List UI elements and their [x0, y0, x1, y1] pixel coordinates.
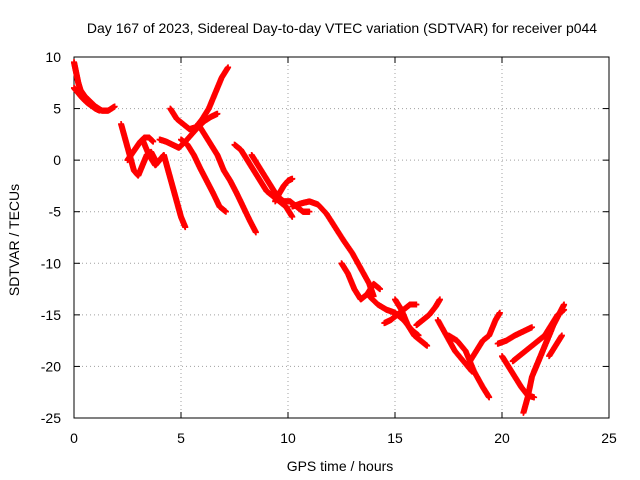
x-tick-label: 5 — [177, 430, 185, 446]
data-point — [377, 286, 384, 293]
plot-frame — [73, 56, 610, 419]
data-point — [222, 208, 229, 215]
series-arc-5 — [139, 136, 189, 231]
series-arc-9 — [195, 121, 259, 236]
series-arc-11 — [248, 151, 313, 215]
y-tick-label: -15 — [41, 307, 61, 323]
y-tick-label: 0 — [53, 152, 61, 168]
y-tick-label: -5 — [49, 204, 62, 220]
data-point — [486, 394, 493, 401]
data-point — [150, 138, 157, 145]
series-arc-12 — [272, 175, 296, 205]
x-tick-label: 10 — [280, 430, 296, 446]
x-tick-label: 0 — [70, 430, 78, 446]
y-axis-label: SDTVAR / TECUs — [6, 184, 22, 296]
y-tick-labels: -25 -20 -15 -10 -5 0 5 10 — [41, 49, 61, 426]
data-point — [289, 175, 296, 182]
axis-ticks — [73, 56, 610, 419]
data-point — [413, 301, 420, 308]
data-point — [252, 229, 259, 236]
y-tick-label: -20 — [41, 358, 61, 374]
data-point — [214, 110, 221, 117]
series-arc-8 — [178, 136, 229, 215]
y-tick-label: -10 — [41, 255, 61, 271]
data-point — [111, 103, 118, 110]
series-arc-18 — [413, 296, 443, 329]
series-arc-21 — [466, 309, 503, 365]
x-tick-label: 25 — [601, 430, 617, 446]
series-arc-17 — [392, 296, 431, 349]
x-tick-label: 20 — [494, 430, 510, 446]
y-tick-label: 5 — [53, 101, 61, 117]
series-arc-22 — [494, 324, 535, 347]
data-point — [561, 301, 568, 308]
data-point — [528, 324, 535, 331]
series-arc-27 — [541, 306, 568, 339]
data-point — [531, 394, 538, 401]
series-arc-2 — [71, 84, 103, 114]
data-point — [561, 306, 568, 313]
series-arc-3 — [118, 121, 159, 179]
series-arc-19 — [434, 317, 476, 375]
data-point — [436, 296, 443, 303]
data-point — [558, 332, 565, 339]
series-arc-28 — [546, 332, 565, 360]
data-point — [306, 208, 313, 215]
x-tick-labels: 0 5 10 15 20 25 — [70, 430, 617, 446]
y-tick-label: 10 — [45, 49, 61, 65]
data-point — [225, 64, 232, 71]
series-arc-7 — [167, 64, 232, 133]
data-point — [182, 224, 189, 231]
data-point — [424, 342, 431, 349]
x-axis-label: GPS time / hours — [287, 458, 394, 474]
y-tick-label: -25 — [41, 410, 61, 426]
data-point — [289, 213, 296, 220]
data-point — [496, 309, 503, 316]
data-point — [96, 107, 103, 114]
chart-title: Day 167 of 2023, Sidereal Day-to-day VTE… — [87, 20, 597, 36]
x-tick-label: 15 — [387, 430, 403, 446]
data-points — [71, 59, 568, 416]
series-arc-14 — [338, 260, 384, 303]
